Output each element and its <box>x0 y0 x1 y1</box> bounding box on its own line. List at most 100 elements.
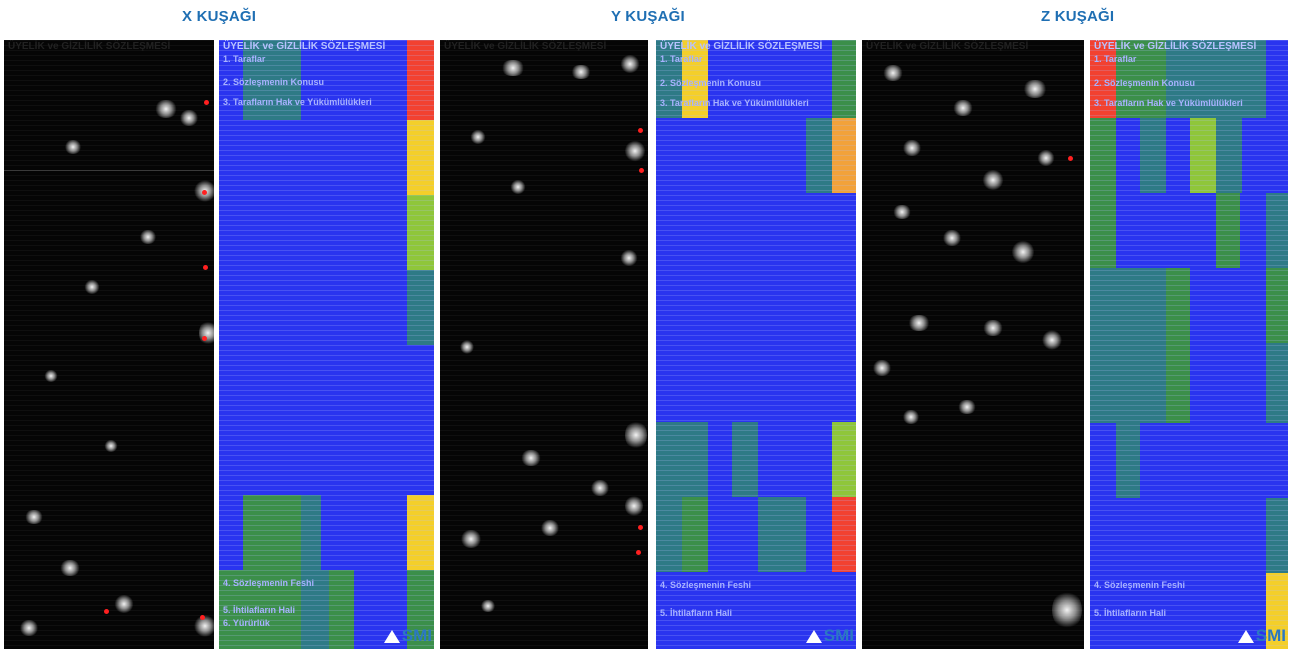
aoi-cell <box>329 570 354 649</box>
gaze-spot <box>460 340 474 354</box>
gaze-spot <box>24 510 44 524</box>
aoi-cell <box>1190 118 1216 193</box>
aoi-cell <box>1116 423 1140 498</box>
gaze-spot <box>1012 240 1034 264</box>
aoi-cell <box>832 422 856 497</box>
fixation-point <box>202 336 207 341</box>
section-heading: 3. Tarafların Hak ve Yükümlülükleri <box>223 97 372 107</box>
gaze-spot <box>44 370 58 382</box>
section-heading: 4. Sözleşmenin Feshi <box>223 578 315 588</box>
logo-triangle-icon <box>383 629 400 643</box>
aoi-cell <box>1266 573 1288 649</box>
aoi-cell <box>1090 118 1116 193</box>
section-heading: 1. Taraflar <box>660 54 703 64</box>
gaze-spot <box>139 230 157 244</box>
document-text-overlay <box>4 40 214 649</box>
aoi-cell <box>1116 40 1166 118</box>
section-heading: 2. Sözleşmenin Konusu <box>660 78 762 88</box>
fixation-point <box>638 525 643 530</box>
logo-text: SMI <box>401 626 432 645</box>
section-heading: 4. Sözleşmenin Feshi <box>660 580 752 590</box>
aoi-cell <box>656 40 682 118</box>
gaze-spot <box>104 440 118 452</box>
aoi-cell <box>1266 343 1288 423</box>
aoi-cell <box>1166 40 1266 118</box>
gaze-spot <box>625 140 645 162</box>
smi-logo: SMI <box>805 625 854 647</box>
fixation-point <box>636 550 641 555</box>
fixation-point <box>203 265 208 270</box>
gaze-spot <box>892 205 912 219</box>
gaze-spot <box>540 520 560 536</box>
fixation-point <box>202 190 207 195</box>
aoi-cell <box>407 40 434 120</box>
section-heading: 5. İhtilafların Hali <box>1094 608 1167 618</box>
smi-logo: SMI <box>383 625 432 647</box>
fold-line <box>4 170 214 171</box>
gaze-spot <box>470 130 486 144</box>
gaze-spot <box>64 140 82 154</box>
gaze-spot <box>902 410 920 424</box>
aoi-cell <box>1090 40 1116 118</box>
fixation-point <box>1068 156 1073 161</box>
aoi-cell <box>682 497 708 572</box>
gaze-spot <box>194 615 214 637</box>
logo-triangle-icon <box>805 629 822 643</box>
section-heading: 3. Tarafların Hak ve Yükümlülükleri <box>660 98 809 108</box>
logo-text: SMI <box>823 626 854 645</box>
gaze-spot <box>982 170 1004 190</box>
document-title: ÜYELİK ve GİZLİLİK SÖZLEŞMESİ <box>660 41 823 52</box>
aoi-cell <box>1266 498 1288 573</box>
gaze-spot <box>84 280 100 294</box>
section-heading: 1. Taraflar <box>1094 54 1137 64</box>
section-heading: 2. Sözleşmenin Konusu <box>223 77 325 87</box>
aoi-cell <box>758 497 806 572</box>
aoi-cell <box>1216 193 1240 268</box>
gaze-spot <box>982 320 1004 336</box>
document-title: ÜYELİK ve GİZLİLİK SÖZLEŞMESİ <box>8 41 171 52</box>
aoi-cell <box>407 120 434 195</box>
aoi-cell <box>407 270 434 345</box>
gaze-spot <box>570 65 592 79</box>
smi-logo: SMI <box>1237 625 1286 647</box>
gaze-spot <box>480 600 496 612</box>
gaze-spot <box>902 140 922 156</box>
gaze-spot <box>179 110 199 126</box>
section-heading: 5. İhtilafların Hali <box>223 605 296 615</box>
gaze-spot <box>59 560 81 576</box>
aoi-cell <box>1090 343 1166 423</box>
aoi-cell <box>301 495 321 570</box>
aoi-cell <box>656 497 682 572</box>
document-title: ÜYELİK ve GİZLİLİK SÖZLEŞMESİ <box>444 41 607 52</box>
aoi-cell <box>1166 268 1190 423</box>
gaze-spot <box>199 320 214 346</box>
gaze-spot <box>625 495 643 517</box>
aoi-cell <box>407 495 434 570</box>
gaze-spot <box>500 60 526 76</box>
section-heading: 5. İhtilafların Hali <box>660 608 733 618</box>
section-heading: 4. Sözleşmenin Feshi <box>1094 580 1186 590</box>
gaze-spot <box>114 595 134 613</box>
aoi-cell <box>407 570 434 649</box>
aoi-cell <box>656 422 708 497</box>
heatmap-panel-x: ÜYELİK ve GİZLİLİK SÖZLEŞMESİ <box>4 40 214 649</box>
gaze-spot <box>625 420 647 450</box>
aoi-grid-panel-y: ÜYELİK ve GİZLİLİK SÖZLEŞMESİ 1. Tarafla… <box>656 40 856 649</box>
aoi-cell <box>1140 118 1166 193</box>
aoi-cell <box>301 570 329 649</box>
document-title: ÜYELİK ve GİZLİLİK SÖZLEŞMESİ <box>1094 41 1257 52</box>
section-heading: 1. Taraflar <box>223 54 266 64</box>
header-y-generation: Y KUŞAĞI <box>611 8 685 25</box>
gaze-spot <box>1022 80 1048 98</box>
heatmap-panel-y: ÜYELİK ve GİZLİLİK SÖZLEŞMESİ <box>440 40 648 649</box>
gaze-spot <box>1052 590 1082 630</box>
fixation-point <box>204 100 209 105</box>
aoi-cell <box>219 570 301 649</box>
aoi-cell <box>243 40 301 120</box>
fixation-point <box>638 128 643 133</box>
section-heading: 2. Sözleşmenin Konusu <box>1094 78 1196 88</box>
gaze-spot <box>154 100 178 118</box>
aoi-cell <box>732 422 758 497</box>
aoi-grid-panel-z: ÜYELİK ve GİZLİLİK SÖZLEŞMESİ 1. Tarafla… <box>1090 40 1288 649</box>
fixation-point <box>200 615 205 620</box>
